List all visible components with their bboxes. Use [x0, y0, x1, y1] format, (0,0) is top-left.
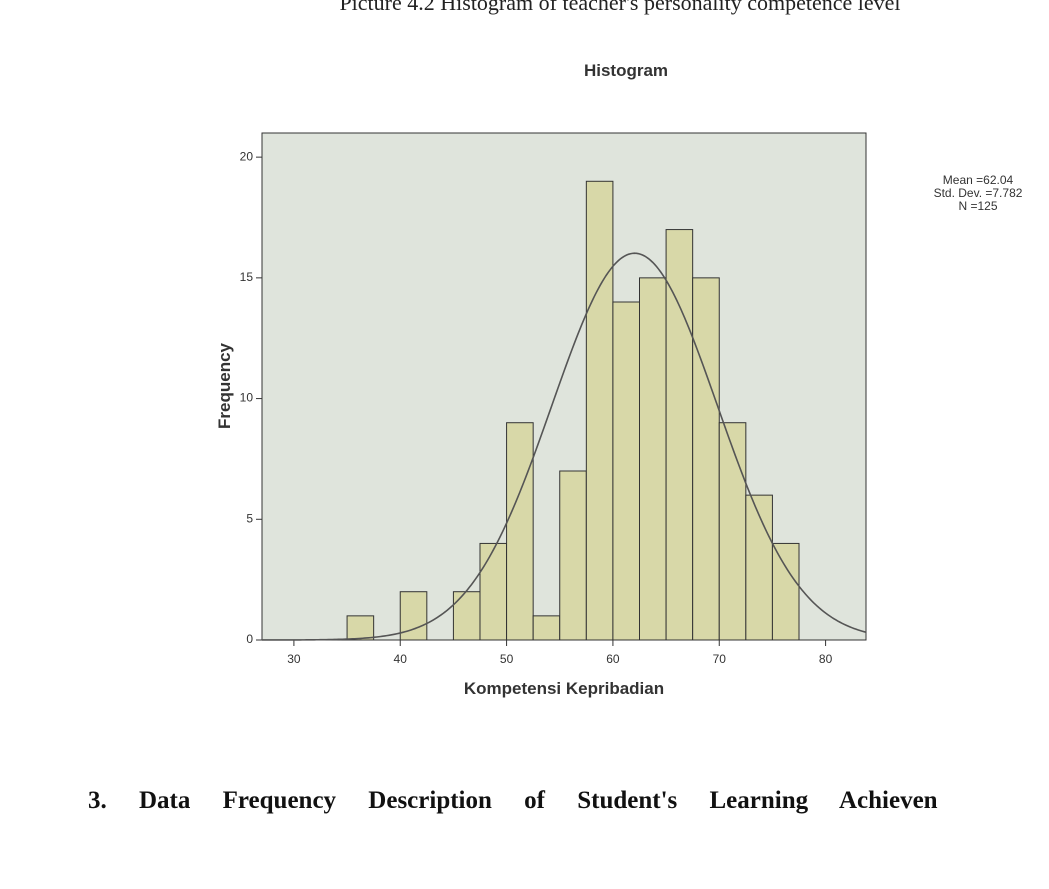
y-tick-label: 0 — [246, 632, 253, 646]
caption: Picture 4.2 Histogram of teacher's perso… — [339, 0, 900, 15]
y-tick-label: 20 — [240, 149, 254, 163]
bar — [666, 230, 693, 640]
stat-std: Std. Dev. =7.782 — [934, 186, 1023, 200]
bar — [613, 302, 640, 640]
x-tick-label: 40 — [394, 652, 408, 666]
stat-n: N =125 — [958, 199, 997, 213]
bar — [507, 423, 534, 640]
chart-title: Histogram — [584, 61, 668, 80]
y-axis-label: Frequency — [215, 342, 234, 429]
bar — [640, 278, 667, 640]
x-axis-label: Kompetensi Kepribadian — [464, 679, 664, 698]
stat-mean: Mean =62.04 — [943, 173, 1014, 187]
x-tick-label: 70 — [713, 652, 727, 666]
y-tick-label: 15 — [240, 270, 254, 284]
y-tick-label: 5 — [246, 511, 253, 525]
x-tick-label: 30 — [287, 652, 301, 666]
bar — [533, 616, 560, 640]
bar — [586, 181, 613, 640]
bar — [453, 592, 480, 640]
x-tick-label: 50 — [500, 652, 514, 666]
bar — [480, 543, 507, 640]
x-tick-label: 60 — [606, 652, 620, 666]
bar — [719, 423, 746, 640]
bar — [560, 471, 587, 640]
bar — [693, 278, 720, 640]
page: Picture 4.2 Histogram of teacher's perso… — [0, 0, 1049, 889]
section-heading: 3. Data Frequency Description of Student… — [88, 787, 938, 814]
y-tick-label: 10 — [240, 391, 254, 405]
bar — [347, 616, 374, 640]
bar — [772, 543, 799, 640]
x-tick-label: 80 — [819, 652, 833, 666]
